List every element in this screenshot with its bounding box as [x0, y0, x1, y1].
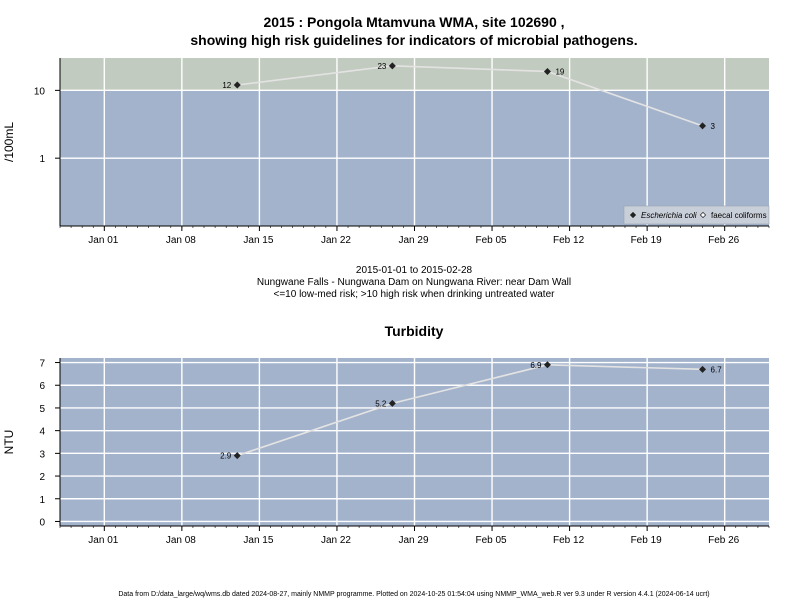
y-tick-label: 1: [39, 495, 45, 506]
legend-label: Escherichia coli: [641, 211, 697, 220]
data-point: [233, 452, 241, 460]
series-line: [237, 65, 703, 127]
y-tick-label: 6: [39, 381, 45, 392]
data-label: 2.9: [220, 452, 232, 461]
risk-guideline-caption: <=10 low-med risk; >10 high risk when dr…: [274, 289, 556, 300]
site-caption: Nungwane Falls - Nungwana Dam on Nungwan…: [257, 277, 571, 288]
x-tick-label: Jan 22: [321, 535, 351, 546]
footer-note: Data from D:/data_large/wq/wms.db dated …: [118, 591, 709, 598]
x-tick-label: Jan 22: [321, 235, 351, 246]
x-tick-label: Feb 12: [553, 235, 585, 246]
y-tick-label: 10: [34, 86, 46, 97]
data-label: 12: [222, 81, 231, 90]
chart-legend: Escherichia coli faecal coliforms: [623, 205, 770, 225]
data-point: [543, 67, 551, 75]
data-point: [699, 122, 707, 130]
x-tick-label: Jan 01: [88, 235, 118, 246]
x-tick-label: Jan 08: [166, 235, 196, 246]
data-label: 6.9: [530, 361, 542, 370]
y-axis-label: NTU: [2, 430, 16, 455]
chart-title: 2015 : Pongola Mtamvuna WMA, site 102690…: [263, 14, 564, 30]
x-tick-label: Jan 08: [166, 535, 196, 546]
y-tick-label: 4: [39, 427, 45, 438]
y-tick-label: 3: [39, 449, 45, 460]
legend-box: [623, 205, 770, 225]
x-tick-label: Feb 05: [475, 535, 507, 546]
y-axis-label: /100mL: [2, 122, 16, 162]
ecoli-plot-panel: Jan 01 Jan 08 Jan 15 Jan 22 Jan 29 Feb 05 Feb …: [2, 58, 770, 246]
x-tick-label: Feb 05: [475, 235, 507, 246]
y-tick-label: 1: [39, 154, 45, 165]
y-tick-label: 7: [39, 359, 45, 370]
data-label: 5.2: [375, 399, 387, 408]
y-tick-label: 0: [39, 517, 45, 528]
data-label: 19: [555, 67, 564, 76]
chart-subtitle: showing high risk guidelines for indicat…: [190, 32, 637, 48]
series-line: [236, 364, 703, 457]
y-tick-label: 2: [39, 472, 45, 483]
x-tick-label: Feb 26: [708, 535, 740, 546]
data-label: 23: [377, 62, 386, 71]
data-point: [388, 399, 396, 407]
x-tick-label: Feb 12: [553, 535, 585, 546]
data-label: 6.7: [711, 365, 723, 374]
x-tick-label: Jan 15: [243, 535, 273, 546]
legend-marker: [629, 211, 637, 219]
y-tick-label: 5: [39, 404, 45, 415]
x-tick-label: Jan 29: [398, 235, 428, 246]
data-point: [233, 81, 241, 89]
date-range-caption: 2015-01-01 to 2015-02-28: [356, 265, 473, 276]
turbidity-title: Turbidity: [385, 323, 444, 339]
data-label: 3: [711, 122, 716, 131]
data-point: [543, 361, 551, 369]
legend-label: faecal coliforms: [711, 211, 767, 220]
x-tick-label: Jan 15: [243, 235, 273, 246]
x-tick-label: Feb 19: [631, 235, 663, 246]
turbidity-plot-panel: Jan 01 Jan 08 Jan 15 Jan 22 Jan 29 Feb 05 Feb …: [2, 358, 770, 546]
data-point: [699, 365, 707, 373]
x-tick-label: Jan 01: [88, 535, 118, 546]
legend-marker: [699, 211, 707, 219]
data-point: [388, 62, 396, 70]
x-tick-label: Feb 19: [631, 535, 663, 546]
x-tick-label: Jan 29: [398, 535, 428, 546]
x-tick-label: Feb 26: [708, 235, 740, 246]
